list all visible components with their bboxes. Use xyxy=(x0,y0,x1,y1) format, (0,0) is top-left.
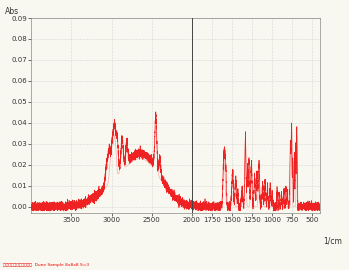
Text: Abs: Abs xyxy=(5,7,20,16)
Text: 塩酸ジフェンヒドラミン  Dune Sample 8x8x8 S=3: 塩酸ジフェンヒドラミン Dune Sample 8x8x8 S=3 xyxy=(3,263,90,267)
Text: 1/cm: 1/cm xyxy=(324,236,342,245)
